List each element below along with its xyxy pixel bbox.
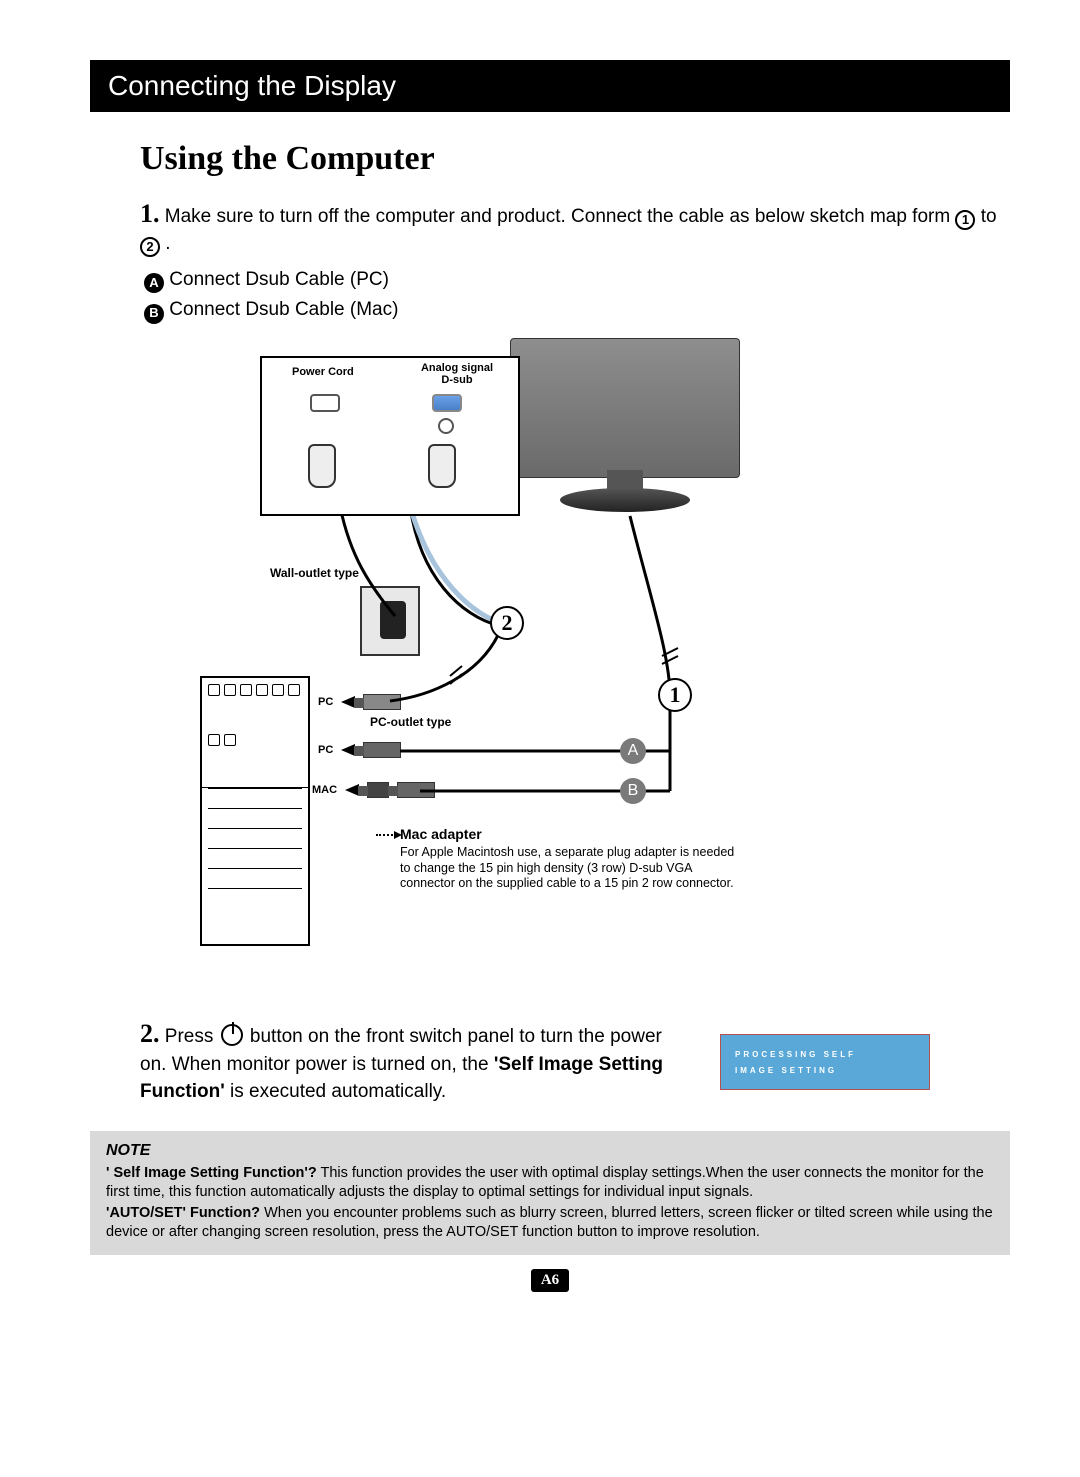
badge-b-icon: B <box>144 304 164 324</box>
wall-plug-icon <box>380 601 406 639</box>
pc-dsub-row: PC <box>318 742 401 758</box>
page-number: A6 <box>90 1269 1010 1292</box>
sub-b: B Connect Dsub Cable (Mac) <box>144 295 1010 325</box>
note-box: NOTE ' Self Image Setting Function'? Thi… <box>90 1131 1010 1255</box>
vga-port-icon <box>432 394 462 412</box>
power-icon <box>221 1024 243 1046</box>
circled-1-icon: 1 <box>955 210 975 230</box>
audio-port-icon <box>438 418 454 434</box>
badge-b: B <box>620 778 646 804</box>
badge-a: A <box>620 738 646 764</box>
dsub-plug-icon <box>428 444 456 488</box>
analog-label: Analog signal D-sub <box>412 362 502 386</box>
step-1: 1. Make sure to turn off the computer an… <box>140 196 1010 257</box>
mac-adapter-note: Mac adapter For Apple Macintosh use, a s… <box>400 826 740 892</box>
dsub-connector-icon <box>397 782 435 798</box>
computer-tower-icon <box>200 676 310 946</box>
monitor-port-panel: Power Cord Analog signal D-sub <box>260 356 520 516</box>
osd-message: PROCESSING SELF IMAGE SETTING <box>720 1034 930 1090</box>
dsub-connector-icon <box>363 742 401 758</box>
note-title: NOTE <box>106 1141 994 1162</box>
note-q2: 'AUTO/SET' Function? When you encounter … <box>106 1204 994 1242</box>
page-header: Connecting the Display <box>90 60 1010 112</box>
step-2: 2. Press button on the front switch pane… <box>140 1016 680 1106</box>
circled-2-icon: 2 <box>140 237 160 257</box>
monitor-icon <box>510 338 740 508</box>
power-cord-label: Power Cord <box>292 366 354 378</box>
badge-a-icon: A <box>144 273 164 293</box>
pc-power-row: PC <box>318 694 401 710</box>
big-circle-1: 1 <box>658 678 692 712</box>
step-1-text: Make sure to turn off the computer and p… <box>165 206 956 227</box>
step-2-number: 2. <box>140 1019 160 1048</box>
wall-outlet-label: Wall-outlet type <box>270 566 359 580</box>
mac-adapter-icon <box>367 782 389 798</box>
arrow-left-icon <box>341 696 355 708</box>
arrow-left-icon <box>341 744 355 756</box>
power-port-icon <box>310 394 340 412</box>
sub-a: A Connect Dsub Cable (PC) <box>144 265 1010 295</box>
arrow-left-icon <box>345 784 359 796</box>
power-connector-icon <box>363 694 401 710</box>
note-q1: ' Self Image Setting Function'? This fun… <box>106 1164 994 1202</box>
connection-diagram: Power Cord Analog signal D-sub Wall-outl… <box>200 356 900 976</box>
pc-outlet-label: PC-outlet type <box>370 716 451 729</box>
section-title: Using the Computer <box>140 140 1010 178</box>
big-circle-2: 2 <box>490 606 524 640</box>
dotted-arrow-icon <box>376 834 396 836</box>
step-1-number: 1. <box>140 199 160 228</box>
mac-dsub-row: MAC <box>312 782 435 798</box>
power-plug-icon <box>308 444 336 488</box>
